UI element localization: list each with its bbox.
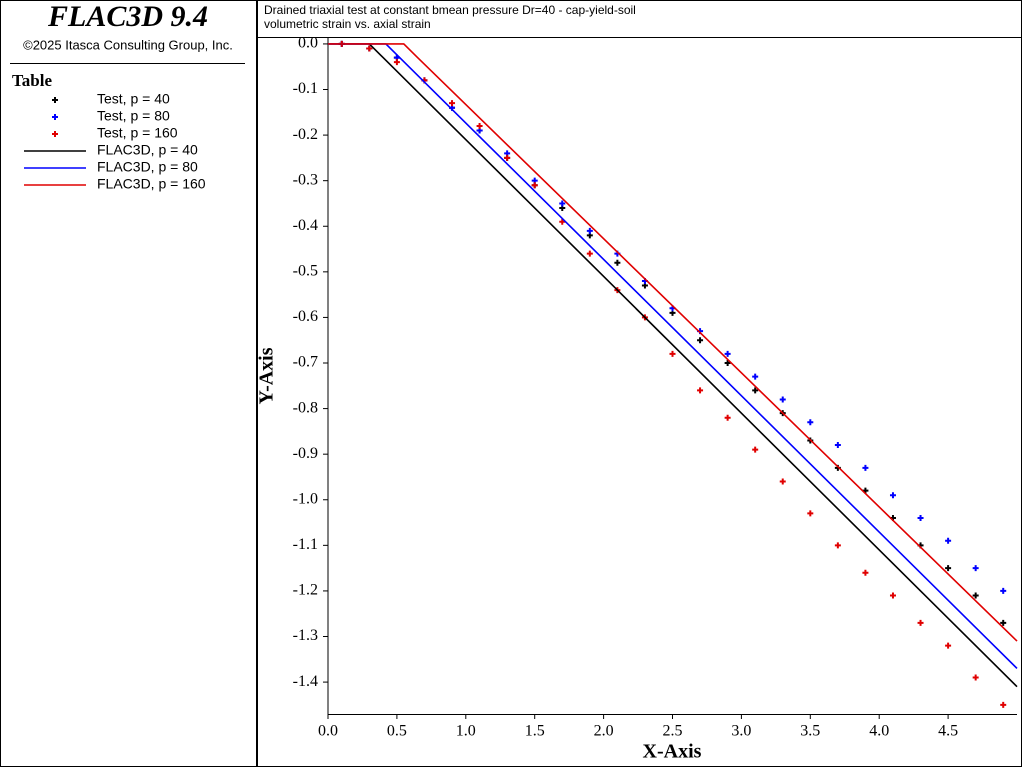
y-tick-label: -0.5 [293, 263, 318, 280]
data-line [328, 43, 1018, 688]
legend-label: Test, p = 160 [97, 125, 178, 141]
y-tick-label: -1.0 [293, 490, 318, 507]
data-point [917, 619, 924, 626]
data-point [697, 387, 704, 394]
data-point [917, 514, 924, 521]
legend-marker [52, 131, 58, 137]
data-point [972, 674, 979, 681]
data-point [504, 154, 511, 161]
y-tick-label: -0.6 [293, 308, 318, 325]
x-tick-label: 3.0 [731, 723, 751, 740]
x-tick-label: 1.5 [525, 723, 545, 740]
data-point [779, 478, 786, 485]
y-tick-label: -0.9 [293, 445, 318, 462]
data-point [669, 350, 676, 357]
data-point [393, 59, 400, 66]
legend-marker [52, 114, 58, 120]
data-point [862, 569, 869, 576]
data-point [366, 45, 373, 52]
x-tick-label: 0.5 [387, 723, 407, 740]
y-tick-label: -1.2 [293, 582, 318, 599]
data-point [724, 414, 731, 421]
data-point [586, 227, 593, 234]
legend-label: Test, p = 80 [97, 108, 170, 124]
data-line [328, 43, 1018, 642]
data-point [945, 642, 952, 649]
data-point [972, 592, 979, 599]
x-tick-label: 0.0 [318, 723, 338, 740]
x-tick-label: 1.0 [456, 723, 476, 740]
data-point [724, 350, 731, 357]
y-axis-label: Y-Axis [256, 347, 278, 404]
chart-title: Drained triaxial test at constant bmean … [264, 3, 636, 17]
data-point [752, 387, 759, 394]
data-point [559, 218, 566, 225]
data-point [807, 510, 814, 517]
y-tick-label: -1.3 [293, 627, 318, 644]
chart-subtitle: volumetric strain vs. axial strain [264, 17, 431, 31]
data-point [476, 122, 483, 129]
y-tick-label: -0.2 [293, 126, 318, 143]
data-point [752, 446, 759, 453]
y-tick-label: -1.1 [293, 536, 318, 553]
data-point [945, 565, 952, 572]
y-tick-label: -0.7 [293, 354, 318, 371]
x-tick-label: 3.5 [800, 723, 820, 740]
left-panel [0, 0, 257, 767]
legend-label: FLAC3D, p = 40 [97, 142, 198, 158]
data-point [779, 396, 786, 403]
data-point [752, 373, 759, 380]
right-panel [257, 0, 1022, 767]
data-point [559, 200, 566, 207]
data-point [697, 337, 704, 344]
data-point [1000, 619, 1007, 626]
data-point [972, 565, 979, 572]
data-point [889, 492, 896, 499]
y-tick-label: -0.3 [293, 171, 318, 188]
legend-label: FLAC3D, p = 80 [97, 159, 198, 175]
data-point [889, 592, 896, 599]
data-point [945, 537, 952, 544]
legend-label: Test, p = 40 [97, 91, 170, 107]
data-point [586, 250, 593, 257]
copyright: ©2025 Itasca Consulting Group, Inc. [23, 37, 233, 52]
x-tick-label: 4.0 [869, 723, 889, 740]
data-point [531, 182, 538, 189]
y-tick-label: -0.4 [293, 217, 318, 234]
x-tick-label: 2.0 [594, 723, 614, 740]
data-point [724, 360, 731, 367]
y-tick-label: -1.4 [293, 673, 318, 690]
data-point [862, 464, 869, 471]
data-point [807, 419, 814, 426]
y-tick-label: -0.8 [293, 399, 318, 416]
data-point [834, 442, 841, 449]
data-point [1000, 701, 1007, 708]
y-tick-label: -0.1 [293, 80, 318, 97]
data-point [614, 259, 621, 266]
x-tick-label: 2.5 [663, 723, 683, 740]
x-tick-label: 4.5 [938, 723, 958, 740]
app-name: FLAC3D 9.4 [47, 0, 208, 33]
y-tick-label: 0.0 [298, 35, 318, 52]
data-point [1000, 587, 1007, 594]
legend-marker [52, 97, 58, 103]
x-axis-label: X-Axis [643, 741, 702, 763]
data-point [834, 542, 841, 549]
legend-label: FLAC3D, p = 160 [97, 176, 206, 192]
legend-title: Table [12, 71, 52, 90]
data-point [449, 100, 456, 107]
